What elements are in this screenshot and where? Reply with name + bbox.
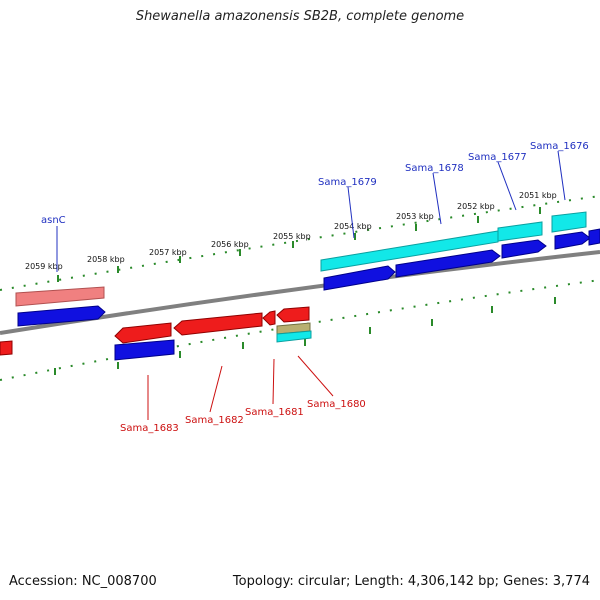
scale-label: 2059 kbp (25, 262, 63, 271)
gene-feature-sama-1676 (551, 211, 587, 233)
leader-line-sama-1680 (297, 355, 334, 397)
leader-line-sama-1677 (497, 161, 517, 211)
scale-label: 2056 kbp (211, 240, 249, 249)
gene-feature-sama-1683 (114, 322, 172, 344)
genome-summary-text: Topology: circular; Length: 4,306,142 bp… (232, 574, 590, 589)
lower-scale (0, 279, 600, 381)
gene-feature-sama-1680 (276, 306, 310, 323)
scale-label: 2052 kbp (457, 202, 495, 211)
scale-label: 2058 kbp (87, 255, 125, 264)
scale-label: 2051 kbp (519, 191, 557, 200)
cds-feature-sama-1679 (323, 265, 396, 291)
gene-label-asnC: asnC (41, 215, 66, 226)
cds-feature-sama-1678 (395, 249, 501, 278)
gene-label-sama-1679: Sama_1679 (318, 177, 377, 188)
gene-feature-sama-1679-1678 (320, 230, 499, 272)
map-title: Shewanella amazonensis SB2B, complete ge… (135, 9, 465, 24)
accession-text: Accession: NC_008700 (9, 574, 157, 589)
gene-label-sama-1681: Sama_1681 (245, 407, 304, 418)
leader-line-sama-1681 (272, 358, 275, 405)
cds-feature-edge (588, 228, 600, 246)
gene-label-sama-1683: Sama_1683 (120, 423, 179, 434)
gene-label-sama-1678: Sama_1678 (405, 163, 464, 174)
leader-line-sama-1682 (209, 365, 223, 413)
gene-feature-edge (0, 340, 13, 356)
gene-feature-asnC (15, 286, 105, 307)
gene-label-sama-1680: Sama_1680 (307, 399, 366, 410)
cds-feature-sama-1683 (114, 339, 175, 361)
leader-line-sama-1679 (347, 186, 355, 239)
gene-feature-sama-1677 (497, 221, 543, 242)
forward-features (15, 211, 600, 327)
leader-line-sama-1676 (557, 150, 566, 201)
gene-feature-sama-1682 (173, 312, 263, 336)
gene-label-sama-1676: Sama_1676 (530, 141, 589, 152)
cds-feature-sama-1680 (276, 330, 312, 343)
gene-label-sama-1677: Sama_1677 (468, 152, 527, 163)
cds-feature-sama-1677 (501, 239, 547, 259)
scale-label: 2053 kbp (396, 212, 434, 221)
gene-feature-sama-1681 (262, 310, 276, 326)
scale-label: 2055 kbp (273, 232, 311, 241)
gene-label-sama-1682: Sama_1682 (185, 415, 244, 426)
cds-feature-sama-1676 (554, 231, 591, 250)
reverse-features (0, 306, 312, 361)
cds-feature-asnC (17, 305, 106, 327)
upper-scale (0, 195, 600, 291)
scale-label: 2057 kbp (149, 248, 187, 257)
leader-line-sama-1678 (432, 172, 442, 225)
